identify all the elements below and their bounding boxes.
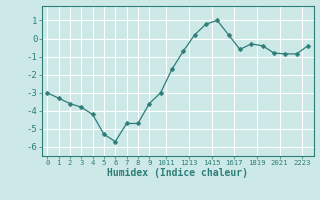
X-axis label: Humidex (Indice chaleur): Humidex (Indice chaleur) <box>107 168 248 178</box>
